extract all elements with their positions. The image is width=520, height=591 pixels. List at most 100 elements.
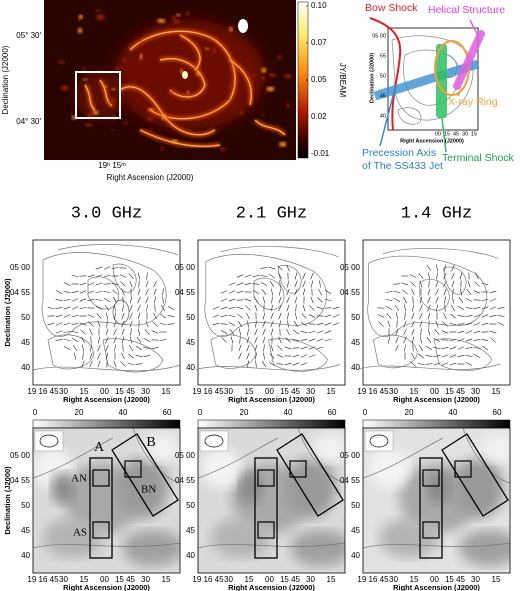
- speck: [160, 146, 164, 151]
- polarization-vector: [332, 314, 340, 318]
- polarization-vector: [489, 290, 497, 294]
- polarization-vector: [324, 322, 332, 326]
- polarization-vector: [465, 362, 473, 366]
- polarization-vector: [261, 360, 267, 368]
- colorbar-tick-label: 20: [240, 408, 249, 417]
- polarization-vector: [82, 352, 84, 360]
- x-tick-label: 30: [389, 387, 398, 396]
- polarization-vector: [220, 306, 228, 310]
- region-an: [257, 469, 275, 487]
- polarization-vector: [459, 272, 463, 280]
- polarization-vector: [105, 312, 109, 320]
- polarization-vector: [276, 363, 284, 365]
- contour: [253, 277, 285, 310]
- polarization-vector: [255, 360, 257, 368]
- polarization-vector: [137, 312, 141, 320]
- polarization-vector: [89, 360, 93, 368]
- polarization-vector: [253, 297, 259, 303]
- polarization-vector: [444, 264, 446, 272]
- polarization-vector: [71, 323, 79, 325]
- polarization-vector: [135, 345, 143, 351]
- polarization-vector: [286, 328, 290, 336]
- beam: [369, 434, 389, 448]
- speck: [78, 14, 83, 20]
- polarization-vector: [55, 322, 63, 326]
- speck: [186, 90, 190, 95]
- polarization-vector: [103, 274, 111, 278]
- polarization-vector: [247, 320, 249, 328]
- y-tick-label: 04° 30′: [16, 117, 41, 126]
- y-tick-label: 05° 30′: [16, 31, 41, 40]
- polarization-vector: [121, 312, 125, 320]
- polarization-vector: [63, 331, 71, 333]
- polarization-vector: [269, 353, 275, 359]
- region-bn: [124, 460, 142, 478]
- colorbar-tick-label: 40: [284, 408, 293, 417]
- polarization-vector: [55, 339, 63, 341]
- polarization-vector: [490, 337, 496, 343]
- y-tick-label: 45: [186, 338, 195, 347]
- polarization-vector: [79, 290, 87, 294]
- x-tick-label: 15: [245, 575, 254, 584]
- contour: [363, 428, 510, 549]
- x-tick-label: 15: [80, 387, 89, 396]
- x-tick-label: 00: [100, 387, 109, 396]
- polarization-vector: [79, 282, 87, 286]
- polarization-vector: [427, 272, 431, 280]
- polarization-vector: [449, 346, 457, 350]
- emission-blob: [239, 472, 263, 504]
- polarization-vector: [87, 299, 95, 301]
- polarization-vector: [393, 290, 401, 294]
- polarization-vector: [221, 337, 227, 343]
- polarization-vector: [278, 320, 282, 328]
- polarization-vector: [262, 296, 266, 304]
- contour: [382, 248, 499, 259]
- x-label: Right Ascension (J2000): [63, 583, 150, 591]
- x-tick-label: 15: [492, 575, 501, 584]
- polarization-vector: [278, 312, 282, 320]
- x-label: Right Ascension (J2000): [63, 395, 150, 404]
- polarization-vector: [268, 361, 276, 367]
- polarization-vector: [308, 314, 316, 318]
- contour-panel: [32, 239, 181, 386]
- polarization-vector: [302, 272, 306, 280]
- polarization-vector: [419, 304, 423, 312]
- polarization-vector: [55, 314, 63, 318]
- polarization-vector: [489, 298, 497, 302]
- polarization-vector: [167, 323, 175, 325]
- speck: [96, 14, 105, 21]
- emission-blob: [123, 530, 180, 566]
- x-tick-label: 19 16 45: [192, 575, 224, 584]
- highlight-box: [75, 71, 121, 119]
- polarization-vector: [473, 330, 481, 334]
- polarization-vector: [286, 264, 290, 272]
- speck: [171, 89, 175, 93]
- region-an: [422, 469, 440, 487]
- speck: [122, 122, 129, 125]
- speck: [171, 139, 178, 144]
- polarization-vector: [450, 313, 456, 319]
- speck: [269, 73, 277, 78]
- filament: [129, 30, 236, 101]
- polarization-vector: [457, 354, 465, 358]
- polarization-vector: [95, 299, 103, 301]
- polarization-vector: [81, 336, 85, 344]
- polarization-vector: [160, 313, 166, 319]
- polarization-vector: [81, 360, 85, 368]
- intensity-panel: [197, 427, 346, 574]
- annotation: of The SS433 Jet: [362, 160, 443, 172]
- polarization-vector: [228, 315, 236, 317]
- x-tick-label: 19 16 45: [192, 387, 224, 396]
- region-bn: [454, 460, 472, 478]
- y-label: Declination (J2000): [3, 278, 12, 347]
- polarization-vector: [97, 360, 101, 368]
- beam: [204, 434, 224, 448]
- polarization-vector: [481, 345, 489, 351]
- polarization-vector: [271, 288, 273, 296]
- polarization-vector: [153, 312, 157, 320]
- polarization-vector: [137, 304, 141, 312]
- polarization-vector: [409, 274, 417, 278]
- emission-blob: [427, 472, 451, 504]
- polarization-vector: [300, 354, 308, 358]
